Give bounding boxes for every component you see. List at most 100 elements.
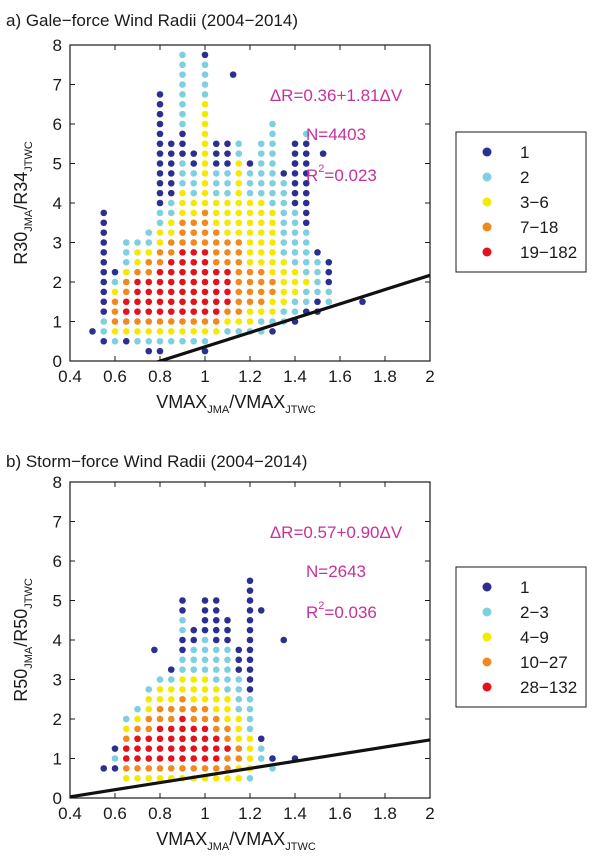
scatter-point-tier-5 bbox=[190, 298, 198, 306]
scatter-point-tier-2 bbox=[190, 179, 198, 187]
scatter-point-tier-3 bbox=[179, 328, 186, 335]
legend-marker bbox=[482, 197, 492, 207]
scatter-point-tier-3 bbox=[246, 745, 254, 752]
scatter-point-tier-4 bbox=[179, 705, 186, 713]
scatter-point-tier-2 bbox=[212, 656, 220, 664]
chart-title: b) Storm−force Wind Radii (2004−2014) bbox=[6, 452, 307, 471]
scatter-point-tier-1 bbox=[302, 179, 310, 187]
scatter-point-tier-5 bbox=[145, 308, 153, 315]
x-axis-label: VMAXJMA/VMAXJTWC bbox=[156, 392, 316, 416]
y-tick-label: 2 bbox=[53, 710, 62, 729]
scatter-point-tier-3 bbox=[280, 298, 288, 306]
scatter-point-tier-3 bbox=[269, 268, 276, 276]
scatter-point-tier-5 bbox=[167, 288, 175, 296]
sample-count: N=2643 bbox=[306, 562, 366, 581]
scatter-point-tier-2 bbox=[190, 170, 198, 177]
scatter-point-tier-3 bbox=[167, 686, 175, 693]
scatter-point-tier-2 bbox=[325, 288, 333, 296]
scatter-point-tier-4 bbox=[179, 219, 186, 227]
scatter-point-tier-3 bbox=[246, 239, 254, 246]
scatter-point-tier-4 bbox=[224, 735, 231, 743]
scatter-point-tier-2 bbox=[246, 179, 254, 187]
scatter-point-tier-1 bbox=[156, 100, 164, 108]
scatter-point-tier-2 bbox=[201, 91, 209, 98]
scatter-point-tier-1 bbox=[100, 209, 108, 217]
scatter-point-tier-4 bbox=[134, 268, 141, 276]
scatter-point-tier-3 bbox=[190, 328, 198, 335]
scatter-point-tier-3 bbox=[111, 328, 119, 335]
scatter-point-tier-3 bbox=[190, 695, 198, 703]
y-axis-label-main: R50 bbox=[11, 669, 31, 702]
scatter-point-tier-3 bbox=[224, 318, 231, 325]
legend-label: 3−6 bbox=[520, 193, 549, 212]
scatter-point-tier-2 bbox=[179, 666, 186, 673]
scatter-point-tier-3 bbox=[212, 219, 220, 227]
r-squared-exponent: 2 bbox=[318, 600, 324, 612]
scatter-point-tier-2 bbox=[246, 189, 254, 197]
scatter-point-tier-1 bbox=[201, 51, 209, 59]
legend-marker bbox=[482, 222, 492, 232]
scatter-point-tier-4 bbox=[145, 258, 153, 266]
scatter-point-tier-4 bbox=[212, 229, 220, 236]
scatter-point-tier-3 bbox=[201, 676, 209, 683]
scatter-point-tier-2 bbox=[246, 170, 254, 177]
scatter-point-tier-2 bbox=[167, 209, 175, 217]
scatter-point-tier-5 bbox=[122, 745, 130, 752]
scatter-point-tier-4 bbox=[156, 715, 164, 723]
scatter-point-tier-1 bbox=[179, 636, 186, 644]
scatter-point-tier-2 bbox=[302, 258, 310, 266]
y-tick-label: 5 bbox=[53, 592, 62, 611]
scatter-point-tier-2 bbox=[179, 51, 186, 59]
scatter-point-tier-1 bbox=[179, 607, 186, 614]
x-tick-label: 1 bbox=[200, 804, 209, 823]
scatter-point-tier-5 bbox=[201, 308, 209, 315]
scatter-point-tier-4 bbox=[145, 765, 153, 772]
scatter-point-tier-5 bbox=[224, 745, 231, 752]
y-tick-label: 6 bbox=[53, 552, 62, 571]
scatter-point-tier-2 bbox=[201, 656, 209, 664]
y-axis-label-mid: /R34 bbox=[11, 172, 31, 210]
scatter-point-tier-4 bbox=[167, 239, 175, 246]
scatter-point-tier-4 bbox=[224, 308, 231, 315]
scatter-point-tier-3 bbox=[269, 209, 276, 217]
scatter-point-tier-1 bbox=[246, 666, 254, 673]
scatter-point-tier-1 bbox=[100, 278, 108, 286]
scatter-point-tier-5 bbox=[201, 278, 209, 286]
scatter-point-tier-4 bbox=[257, 288, 265, 296]
scatter-point-tier-2 bbox=[314, 258, 321, 266]
x-tick-label: 0.6 bbox=[103, 367, 127, 386]
scatter-point-tier-2 bbox=[212, 666, 220, 673]
scatter-point-tier-2 bbox=[122, 715, 130, 723]
scatter-point-tier-4 bbox=[201, 715, 209, 723]
scatter-point-tier-5 bbox=[190, 755, 198, 762]
scatter-point-tier-4 bbox=[201, 229, 209, 236]
scatter-point-tier-4 bbox=[257, 298, 265, 306]
r-squared-value: =0.023 bbox=[324, 166, 376, 185]
scatter-point-tier-2 bbox=[190, 646, 198, 654]
scatter-point-tier-1 bbox=[302, 209, 310, 217]
x-tick-label: 2 bbox=[425, 367, 434, 386]
scatter-point-tier-2 bbox=[134, 239, 141, 246]
scatter-point-tier-5 bbox=[167, 755, 175, 762]
scatter-point-tier-3 bbox=[212, 199, 220, 207]
scatter-point-tier-3 bbox=[257, 258, 265, 266]
scatter-point-tier-2 bbox=[235, 150, 243, 157]
scatter-point-tier-1 bbox=[291, 189, 299, 197]
scatter-point-tier-2 bbox=[269, 160, 276, 167]
scatter-point-tier-2 bbox=[201, 337, 209, 345]
legend-marker bbox=[482, 247, 492, 257]
scatter-point-tier-1 bbox=[291, 150, 299, 157]
scatter-point-tier-3 bbox=[201, 695, 209, 703]
scatter-point-tier-5 bbox=[134, 278, 141, 286]
legend-marker bbox=[482, 682, 492, 692]
scatter-point-tier-5 bbox=[179, 735, 186, 743]
y-axis-label-main: R30 bbox=[11, 232, 31, 265]
x-tick-label: 1.2 bbox=[238, 804, 262, 823]
scatter-point-tier-2 bbox=[302, 239, 310, 246]
scatter-point-tier-2 bbox=[280, 189, 288, 197]
scatter-point-tier-5 bbox=[145, 298, 153, 306]
scatter-point-tier-4 bbox=[235, 755, 243, 762]
scatter-point-tier-2 bbox=[122, 239, 130, 246]
scatter-point-tier-2 bbox=[280, 199, 288, 207]
scatter-point-tier-1 bbox=[302, 150, 310, 157]
